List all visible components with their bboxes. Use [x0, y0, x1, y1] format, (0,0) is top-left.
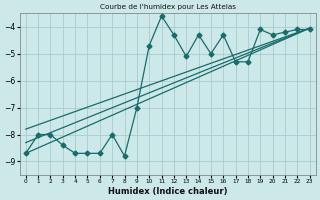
Title: Courbe de l'humidex pour Les Attelas: Courbe de l'humidex pour Les Attelas [100, 4, 236, 10]
X-axis label: Humidex (Indice chaleur): Humidex (Indice chaleur) [108, 187, 228, 196]
